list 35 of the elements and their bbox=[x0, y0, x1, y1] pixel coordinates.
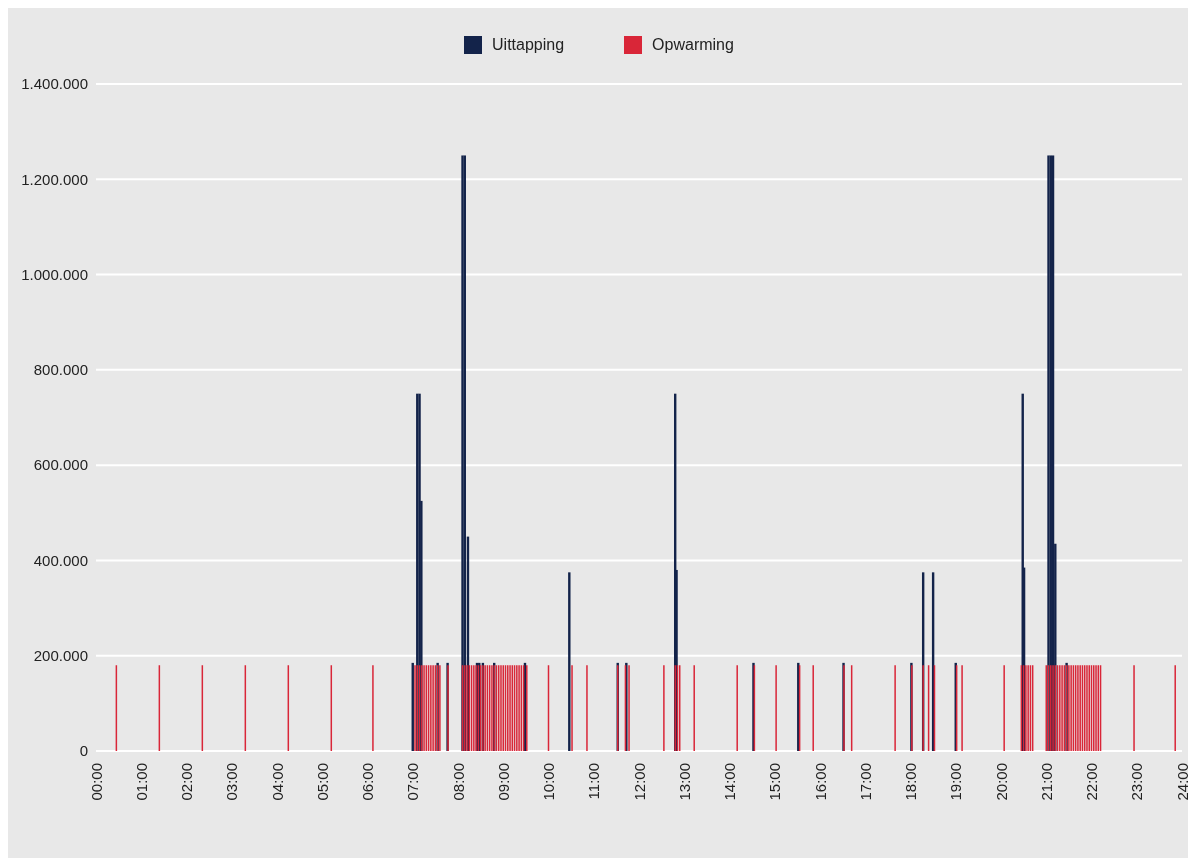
legend-label: Uittapping bbox=[492, 36, 565, 54]
x-tick-label: 07:00 bbox=[404, 763, 422, 801]
x-tick-label: 08:00 bbox=[449, 763, 467, 801]
y-tick-label: 0 bbox=[79, 742, 88, 760]
x-tick-label: 24:00 bbox=[1173, 763, 1191, 801]
y-tick-label: 1.200.000 bbox=[21, 170, 88, 188]
x-tick-label: 00:00 bbox=[87, 763, 105, 801]
x-tick-label: 09:00 bbox=[494, 763, 512, 801]
x-tick-label: 21:00 bbox=[1037, 763, 1055, 801]
y-tick-label: 1.400.000 bbox=[21, 75, 88, 93]
x-tick-label: 22:00 bbox=[1083, 763, 1100, 801]
x-tick-label: 04:00 bbox=[268, 763, 286, 801]
y-tick-label: 400.000 bbox=[33, 551, 88, 569]
x-tick-label: 16:00 bbox=[811, 763, 829, 801]
x-tick-label: 06:00 bbox=[359, 763, 376, 801]
x-tick-label: 05:00 bbox=[313, 763, 331, 801]
x-tick-label: 17:00 bbox=[856, 763, 874, 801]
legend-label: Opwarming bbox=[652, 36, 734, 54]
x-tick-label: 13:00 bbox=[675, 763, 693, 801]
x-tick-label: 02:00 bbox=[178, 763, 195, 801]
y-tick-label: 200.000 bbox=[33, 647, 88, 665]
y-tick-label: 600.000 bbox=[33, 456, 88, 474]
x-tick-label: 18:00 bbox=[902, 763, 919, 801]
x-tick-label: 12:00 bbox=[630, 763, 648, 801]
x-tick-label: 10:00 bbox=[540, 763, 557, 801]
x-tick-label: 14:00 bbox=[721, 763, 738, 801]
x-tick-label: 03:00 bbox=[223, 763, 241, 801]
x-tick-label: 15:00 bbox=[766, 763, 784, 801]
x-tick-label: 11:00 bbox=[585, 763, 603, 800]
x-tick-label: 20:00 bbox=[992, 763, 1010, 801]
x-tick-label: 23:00 bbox=[1128, 763, 1146, 801]
x-tick-label: 01:00 bbox=[132, 763, 150, 801]
y-tick-label: 1.000.000 bbox=[21, 265, 88, 283]
x-tick-label: 19:00 bbox=[947, 763, 965, 801]
y-tick-label: 800.000 bbox=[33, 361, 88, 379]
